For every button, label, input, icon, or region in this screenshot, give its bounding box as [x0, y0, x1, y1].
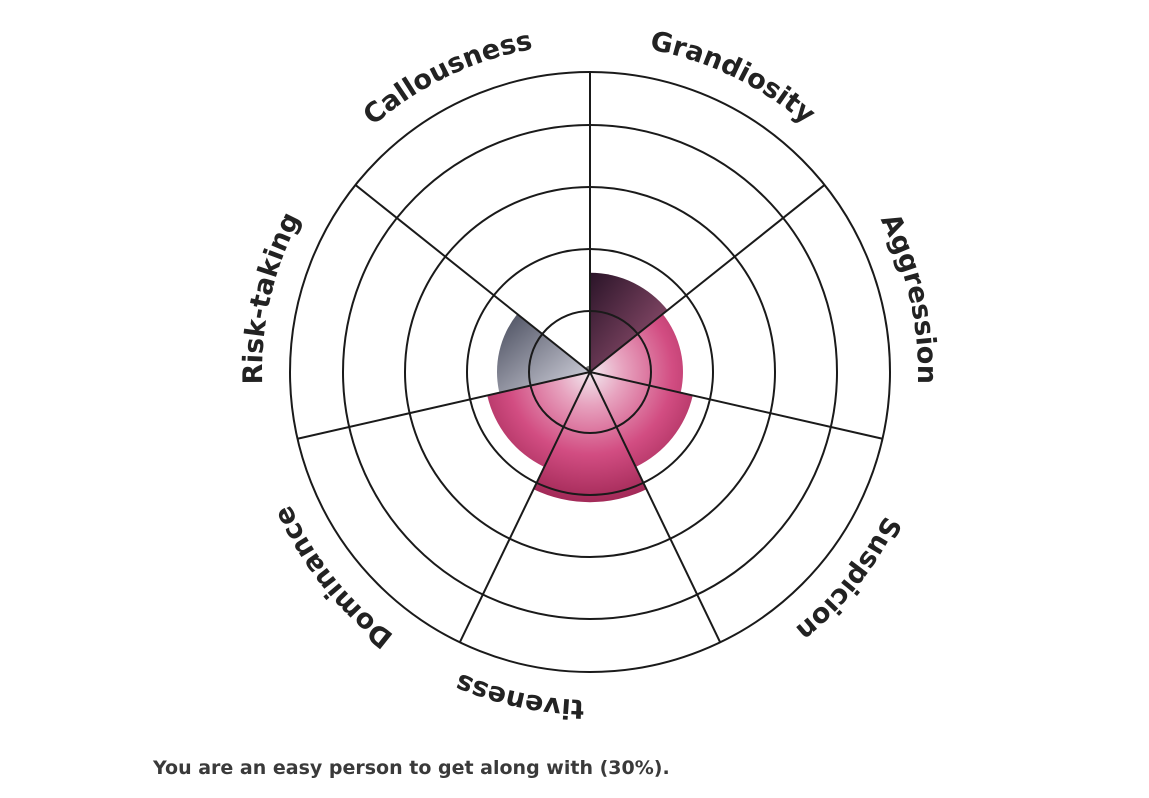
grid-spoke-5	[458, 371, 591, 643]
sector-risk-taking	[496, 314, 590, 393]
label-callousness: Callousness	[358, 25, 535, 131]
sector-dominance	[487, 372, 590, 467]
psychopathy-polar-chart: GrandiosityAggressionSuspicionManipulati…	[0, 0, 942, 724]
grid-spoke-3	[589, 371, 883, 440]
label-grandiosity: Grandiosity	[648, 26, 822, 131]
label-dominance: Dominance	[268, 501, 399, 654]
sector-aggression	[590, 314, 683, 393]
chart-grid	[289, 71, 891, 673]
chart-sectors	[487, 272, 693, 503]
grid-spoke-7	[354, 184, 591, 373]
sector-grandiosity	[590, 272, 668, 372]
grid-spoke-6	[297, 371, 591, 440]
label-risk-taking: Risk-taking	[238, 207, 307, 384]
label-aggression: Aggression	[874, 209, 942, 384]
result-text: You are an easy person to get along with…	[153, 757, 670, 779]
grid-spoke-4	[589, 371, 722, 643]
category-labels: GrandiosityAggressionSuspicionManipulati…	[0, 0, 942, 724]
sector-manipulativeness	[533, 372, 647, 503]
label-manipulativeness: Manipulativeness	[0, 0, 584, 724]
sector-suspicion	[590, 372, 693, 467]
grid-spoke-2	[589, 184, 826, 373]
